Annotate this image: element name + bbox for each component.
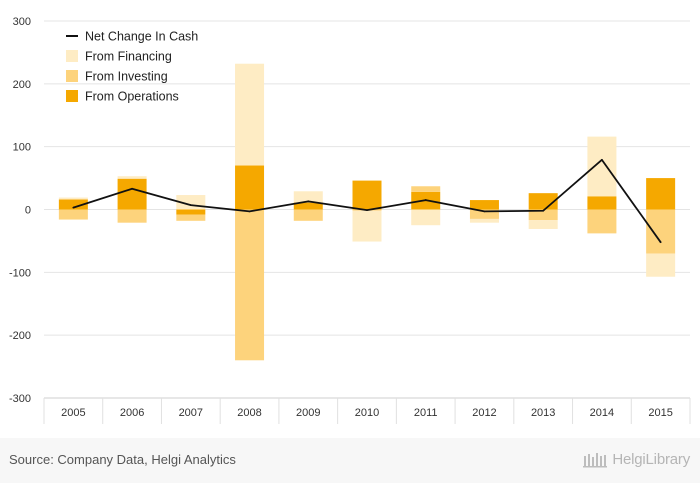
bar-from-operations	[469, 200, 499, 210]
y-tick-label: 0	[25, 205, 31, 217]
bar-from-operations	[352, 180, 382, 210]
bar-from-investing	[235, 209, 265, 361]
bar-from-operations	[293, 202, 323, 210]
x-tick-label: 2007	[179, 407, 203, 419]
x-tick-label: 2015	[648, 407, 672, 419]
legend-swatch	[66, 90, 78, 102]
x-tick-label: 2011	[414, 407, 438, 419]
bar-from-financing	[235, 63, 265, 166]
net-change-line-layer	[72, 158, 662, 244]
bar-from-operations	[587, 196, 617, 210]
cash-flow-chart: 300 200 100 0 -100 -200 -300 2005 2006 2007 2008 20…	[0, 0, 700, 438]
bar-from-operations	[58, 199, 88, 210]
bar-from-investing	[528, 209, 558, 221]
x-tick-label: 2013	[531, 407, 555, 419]
legend-label: Net Change In Cash	[85, 30, 198, 44]
bar-from-financing	[293, 191, 323, 203]
net-change-point	[424, 199, 427, 201]
bar-from-operations	[117, 178, 147, 210]
net-change-point	[659, 241, 662, 244]
y-tick-label: -300	[9, 393, 31, 405]
bar-from-operations	[176, 209, 206, 215]
y-tick-label: -100	[9, 267, 31, 279]
source-note: Source: Company Data, Helgi Analytics	[9, 452, 236, 467]
y-tick-label: 100	[13, 142, 31, 154]
brand-logo: HelgiLibrary	[583, 450, 690, 468]
net-change-point	[131, 187, 133, 190]
net-change-point	[307, 200, 310, 203]
legend-swatch	[66, 70, 78, 82]
net-change-point	[189, 204, 192, 207]
bar-from-operations	[235, 165, 265, 210]
chart-background	[0, 0, 700, 438]
x-tick-label: 2010	[355, 407, 379, 419]
net-change-point	[366, 209, 368, 212]
bar-from-financing	[411, 209, 441, 226]
x-tick-label: 2008	[237, 407, 261, 419]
legend-swatch	[66, 50, 78, 62]
bar-from-financing	[587, 136, 617, 197]
net-change-point	[483, 210, 486, 213]
bar-from-financing	[646, 253, 676, 277]
bar-from-investing	[411, 186, 441, 192]
legend-label: From Operations	[85, 90, 179, 104]
bar-from-investing	[58, 209, 88, 220]
bar-from-investing	[469, 209, 499, 219]
bar-from-financing	[58, 197, 88, 200]
x-tick-label: 2014	[590, 407, 614, 419]
x-tick-label: 2006	[120, 407, 144, 419]
library-icon	[583, 453, 608, 468]
y-tick-label: -200	[9, 330, 31, 342]
bar-from-operations	[646, 178, 676, 210]
bar-from-investing	[646, 209, 676, 254]
bar-from-financing	[352, 210, 382, 242]
y-tick-label: 300	[13, 16, 31, 28]
bar-from-investing	[117, 209, 147, 223]
footer: Source: Company Data, Helgi Analytics He…	[0, 438, 700, 483]
net-change-point	[72, 206, 75, 209]
bar-from-investing	[587, 209, 617, 234]
bar-from-financing	[469, 218, 499, 223]
legend-label: From Investing	[85, 70, 168, 84]
y-tick-label: 200	[13, 79, 31, 91]
net-change-point	[248, 210, 251, 213]
net-change-point	[542, 209, 545, 212]
bar-from-investing	[293, 209, 323, 221]
net-change-point	[601, 158, 603, 161]
bar-from-financing	[528, 220, 558, 229]
legend: Net Change In Cash From Financing From Inv…	[66, 30, 198, 104]
x-tick-label: 2005	[61, 407, 85, 419]
axes: 300 200 100 0 -100 -200 -300 2005 2006 2007 2008 20…	[9, 16, 691, 424]
bar-from-financing	[117, 176, 147, 179]
x-tick-label: 2012	[472, 407, 496, 419]
legend-label: From Financing	[85, 50, 172, 64]
brand-text: HelgiLibrary	[612, 450, 690, 468]
x-tick-label: 2009	[296, 407, 320, 419]
bar-from-investing	[176, 214, 206, 221]
bars	[58, 63, 676, 361]
